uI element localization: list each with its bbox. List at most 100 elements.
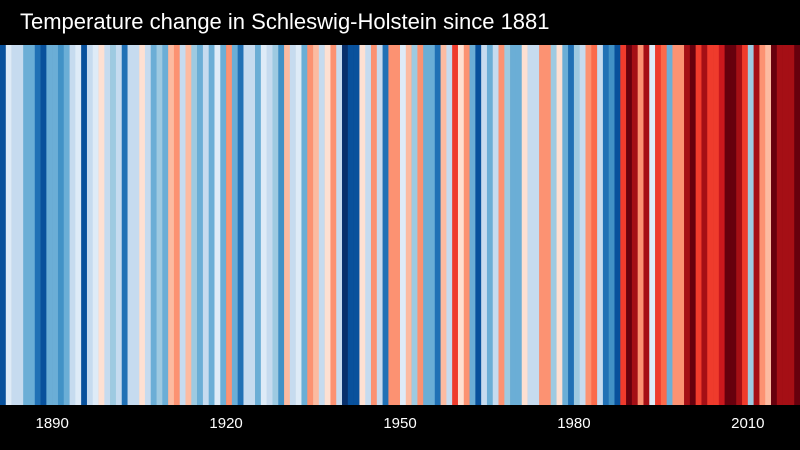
stripe — [63, 45, 70, 405]
stripe — [133, 45, 140, 405]
stripe — [127, 45, 134, 405]
chart-title: Temperature change in Schleswig-Holstein… — [20, 9, 550, 34]
x-tick-label: 2010 — [731, 415, 764, 432]
stripe — [388, 45, 395, 405]
stripe — [539, 45, 546, 405]
stripe — [324, 45, 331, 405]
stripe — [139, 45, 146, 405]
stripe — [631, 45, 638, 405]
stripe — [626, 45, 633, 405]
stripe — [34, 45, 41, 405]
x-tick-label: 1980 — [557, 415, 590, 432]
stripe — [608, 45, 615, 405]
stripe — [591, 45, 598, 405]
stripe — [475, 45, 482, 405]
stripe — [730, 45, 737, 405]
stripe — [57, 45, 65, 405]
stripe — [649, 45, 656, 405]
stripe — [5, 45, 12, 405]
stripe — [666, 45, 673, 405]
stripe — [678, 45, 685, 405]
stripe — [336, 45, 343, 405]
stripe — [701, 45, 708, 405]
x-tick-label: 1920 — [209, 415, 242, 432]
stripe — [504, 45, 511, 405]
stripe — [742, 45, 749, 405]
stripe — [318, 45, 325, 405]
stripe — [121, 45, 128, 405]
stripe — [330, 45, 337, 405]
stripe — [249, 45, 256, 405]
stripe — [527, 45, 534, 405]
stripe — [359, 45, 366, 405]
stripe — [289, 45, 296, 405]
stripe — [231, 45, 238, 405]
stripe — [440, 45, 447, 405]
stripe — [672, 45, 679, 405]
stripe — [28, 45, 36, 405]
stripe — [573, 45, 581, 405]
x-tick-label: 1890 — [35, 415, 68, 432]
stripe — [550, 45, 557, 405]
stripe — [342, 45, 349, 405]
stripe — [11, 45, 18, 405]
stripe — [782, 45, 789, 405]
stripe — [284, 45, 291, 405]
stripe — [52, 45, 59, 405]
stripe — [197, 45, 204, 405]
stripe — [313, 45, 320, 405]
stripe — [347, 45, 354, 405]
stripe — [144, 45, 152, 405]
stripe — [614, 45, 621, 405]
stripe — [98, 45, 105, 405]
stripe — [272, 45, 279, 405]
stripe — [597, 45, 604, 405]
stripe — [376, 45, 383, 405]
stripe — [718, 45, 725, 405]
stripe — [655, 45, 662, 405]
stripe — [255, 45, 262, 405]
stripe — [173, 45, 181, 405]
stripe — [23, 45, 30, 405]
stripe — [400, 45, 407, 405]
stripe — [492, 45, 499, 405]
stripe — [394, 45, 401, 405]
stripe — [771, 45, 778, 405]
stripe — [40, 45, 47, 405]
stripe — [724, 45, 731, 405]
stripe — [684, 45, 691, 405]
stripe — [776, 45, 783, 405]
stripe — [156, 45, 163, 405]
stripe — [428, 45, 436, 405]
stripe — [46, 45, 53, 405]
stripe — [736, 45, 743, 405]
stripe — [568, 45, 575, 405]
stripe — [707, 45, 714, 405]
stripe — [179, 45, 186, 405]
stripe — [689, 45, 696, 405]
stripe — [202, 45, 209, 405]
stripe — [69, 45, 76, 405]
stripe — [602, 45, 609, 405]
x-tick-label: 1950 — [383, 415, 416, 432]
stripe — [150, 45, 157, 405]
stripe — [481, 45, 488, 405]
stripe — [643, 45, 650, 405]
stripe — [434, 45, 441, 405]
stripe — [556, 45, 563, 405]
stripe — [75, 45, 82, 405]
stripe — [695, 45, 702, 405]
stripe — [533, 45, 540, 405]
stripe — [220, 45, 227, 405]
stripe — [446, 45, 453, 405]
stripe — [515, 45, 523, 405]
stripe — [92, 45, 99, 405]
stripe — [371, 45, 378, 405]
stripe — [295, 45, 302, 405]
stripe — [110, 45, 117, 405]
stripe — [17, 45, 24, 405]
stripe — [498, 45, 505, 405]
stripe — [191, 45, 198, 405]
